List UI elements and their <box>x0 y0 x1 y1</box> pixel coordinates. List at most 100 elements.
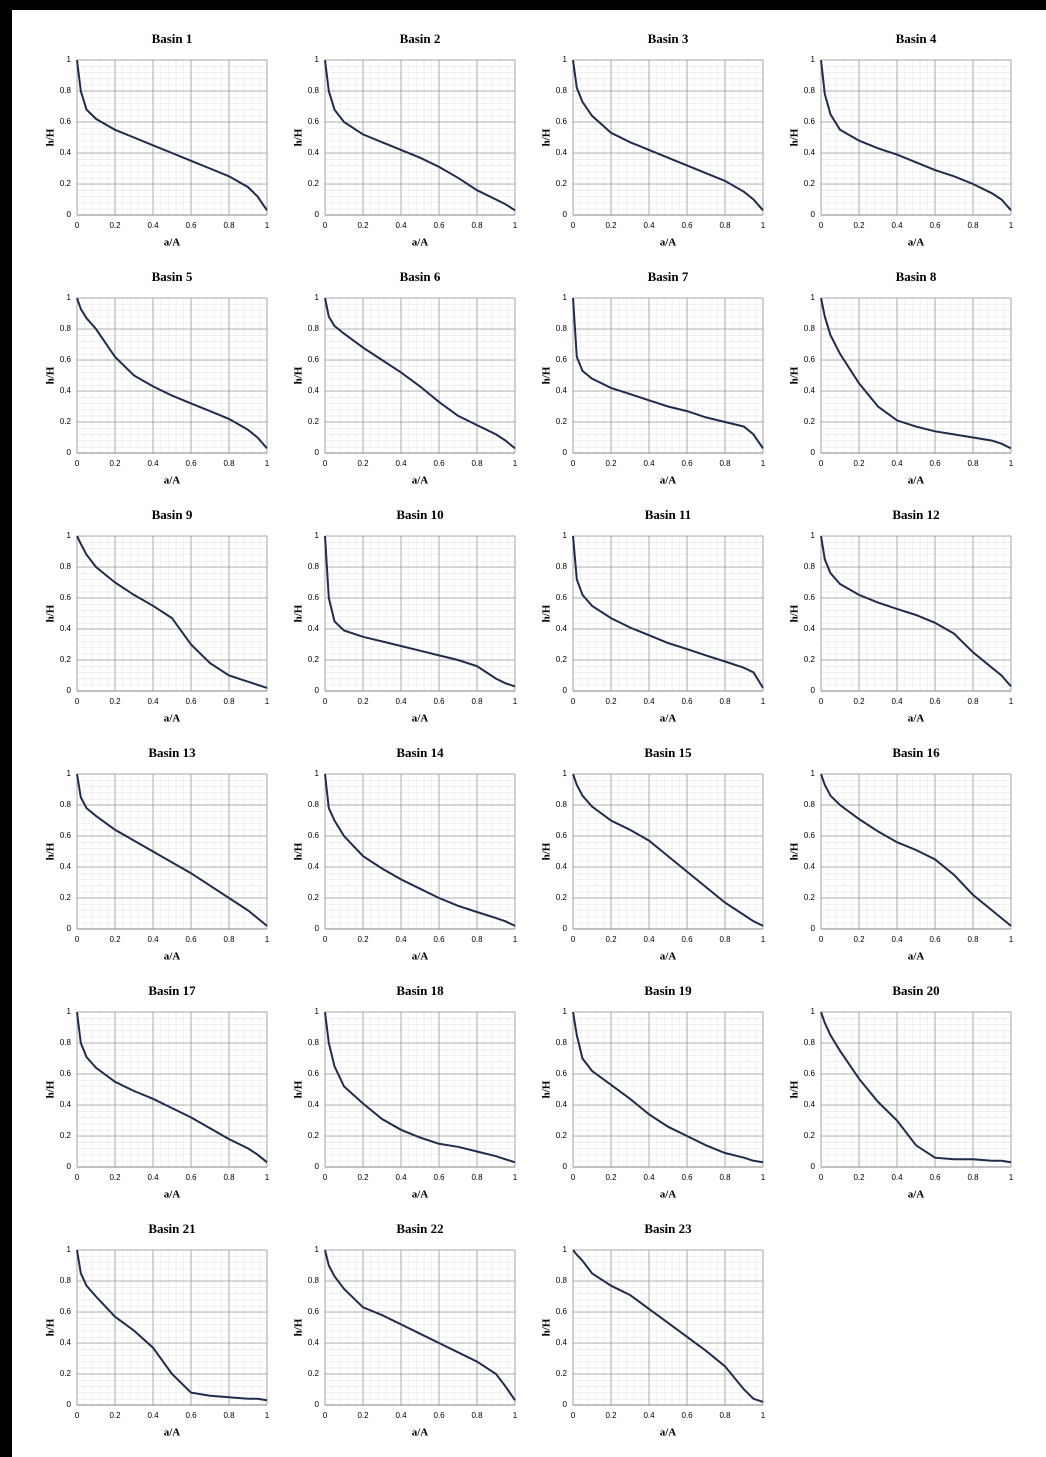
y-tick-label: 1 <box>563 531 568 540</box>
y-tick-label: 1 <box>315 293 320 302</box>
x-axis-label: a/A <box>164 237 181 249</box>
curve <box>820 535 1012 688</box>
y-tick-label: 0.6 <box>556 355 568 364</box>
y-tick-label: 0.2 <box>804 179 816 188</box>
x-tick-label: 0.2 <box>109 1411 121 1420</box>
y-axis-label: h/H <box>789 366 801 384</box>
x-axis-label: a/A <box>908 713 925 725</box>
frame-top <box>0 0 1046 10</box>
y-tick-label: 0.4 <box>804 386 816 395</box>
y-axis-label: h/H <box>293 842 305 860</box>
y-tick-label: 0.6 <box>308 593 320 602</box>
y-tick-label: 0.6 <box>60 355 72 364</box>
y-tick-label: 0 <box>811 1162 816 1171</box>
x-tick-label: 0.4 <box>147 1173 159 1182</box>
y-tick-label: 1 <box>563 293 568 302</box>
y-tick-label: 0.6 <box>804 355 816 364</box>
curve <box>324 773 516 927</box>
x-tick-label: 0.2 <box>109 459 121 468</box>
y-tick-label: 0.4 <box>308 148 320 157</box>
y-tick-label: 0.8 <box>556 1038 568 1047</box>
y-tick-label: 0.4 <box>308 862 320 871</box>
curve <box>76 1249 268 1402</box>
chart-title: Basin 22 <box>396 1221 443 1236</box>
x-tick-label: 1 <box>513 459 518 468</box>
x-tick-label: 0.6 <box>433 697 445 706</box>
y-tick-label: 0 <box>67 924 72 933</box>
y-tick-label: 0 <box>315 448 320 457</box>
x-tick-label: 0.8 <box>471 459 483 468</box>
curve <box>572 297 764 449</box>
y-tick-label: 0 <box>67 210 72 219</box>
y-tick-label: 0.2 <box>556 1131 568 1140</box>
x-tick-label: 0.6 <box>929 935 941 944</box>
chart-title: Basin 18 <box>396 983 444 998</box>
y-tick-label: 1 <box>563 1245 568 1254</box>
x-tick-label: 0.2 <box>357 1411 369 1420</box>
y-tick-label: 1 <box>315 769 320 778</box>
y-tick-label: 0 <box>315 1400 320 1409</box>
y-tick-label: 0.8 <box>308 800 320 809</box>
plot-area <box>572 1249 764 1406</box>
x-tick-label: 0.8 <box>471 1173 483 1182</box>
y-tick-label: 0.8 <box>60 800 72 809</box>
x-tick-label: 0.6 <box>929 1173 941 1182</box>
x-tick-label: 0.8 <box>223 697 235 706</box>
y-axis-label: h/H <box>541 604 553 622</box>
x-tick-label: 0 <box>571 221 576 230</box>
y-tick-label: 0.6 <box>556 1307 568 1316</box>
y-axis-label: h/H <box>541 1318 553 1336</box>
y-tick-label: 0.6 <box>60 831 72 840</box>
y-tick-label: 0 <box>811 686 816 695</box>
y-tick-label: 0.2 <box>60 893 72 902</box>
x-tick-label: 0 <box>323 221 328 230</box>
y-tick-label: 0 <box>67 1400 72 1409</box>
y-tick-label: 0.2 <box>804 417 816 426</box>
y-tick-label: 0.2 <box>804 1131 816 1140</box>
y-tick-label: 0 <box>315 924 320 933</box>
x-tick-label: 0 <box>323 459 328 468</box>
x-tick-label: 0.8 <box>719 221 731 230</box>
x-tick-label: 0 <box>571 459 576 468</box>
x-axis-label: a/A <box>412 237 429 249</box>
x-tick-label: 1 <box>265 697 270 706</box>
y-tick-label: 0.8 <box>60 86 72 95</box>
x-axis-label: a/A <box>412 951 429 963</box>
y-tick-label: 0 <box>315 686 320 695</box>
x-tick-label: 0 <box>323 1411 328 1420</box>
plot-area <box>820 773 1012 930</box>
x-tick-label: 0 <box>75 697 80 706</box>
x-axis-label: a/A <box>660 1189 677 1201</box>
y-tick-label: 0 <box>67 448 72 457</box>
x-tick-label: 0 <box>571 935 576 944</box>
y-tick-label: 0.2 <box>556 417 568 426</box>
y-tick-label: 1 <box>67 1245 72 1254</box>
y-tick-label: 0.4 <box>60 862 72 871</box>
plot-area <box>76 535 268 692</box>
x-tick-label: 1 <box>1009 697 1014 706</box>
y-tick-label: 1 <box>67 55 72 64</box>
y-tick-label: 0.2 <box>60 1369 72 1378</box>
curve <box>324 1011 516 1164</box>
x-tick-label: 1 <box>1009 459 1014 468</box>
x-tick-label: 0.8 <box>223 221 235 230</box>
x-axis-label: a/A <box>908 951 925 963</box>
x-tick-label: 0.6 <box>929 221 941 230</box>
x-axis-label: a/A <box>164 1427 181 1439</box>
y-tick-label: 0.6 <box>308 831 320 840</box>
y-axis-label: h/H <box>789 1080 801 1098</box>
x-tick-label: 0.2 <box>853 1173 865 1182</box>
y-axis-label: h/H <box>789 604 801 622</box>
curve <box>324 535 516 688</box>
x-tick-label: 1 <box>1009 1173 1014 1182</box>
curve <box>572 1011 764 1164</box>
y-tick-label: 1 <box>315 531 320 540</box>
y-axis-label: h/H <box>293 604 305 622</box>
plot-area <box>572 1011 764 1168</box>
y-axis-label: h/H <box>293 366 305 384</box>
plot-area <box>324 1011 516 1168</box>
y-tick-label: 0.8 <box>556 324 568 333</box>
y-tick-label: 1 <box>67 293 72 302</box>
y-tick-label: 0.8 <box>60 324 72 333</box>
x-tick-label: 0.4 <box>891 221 903 230</box>
